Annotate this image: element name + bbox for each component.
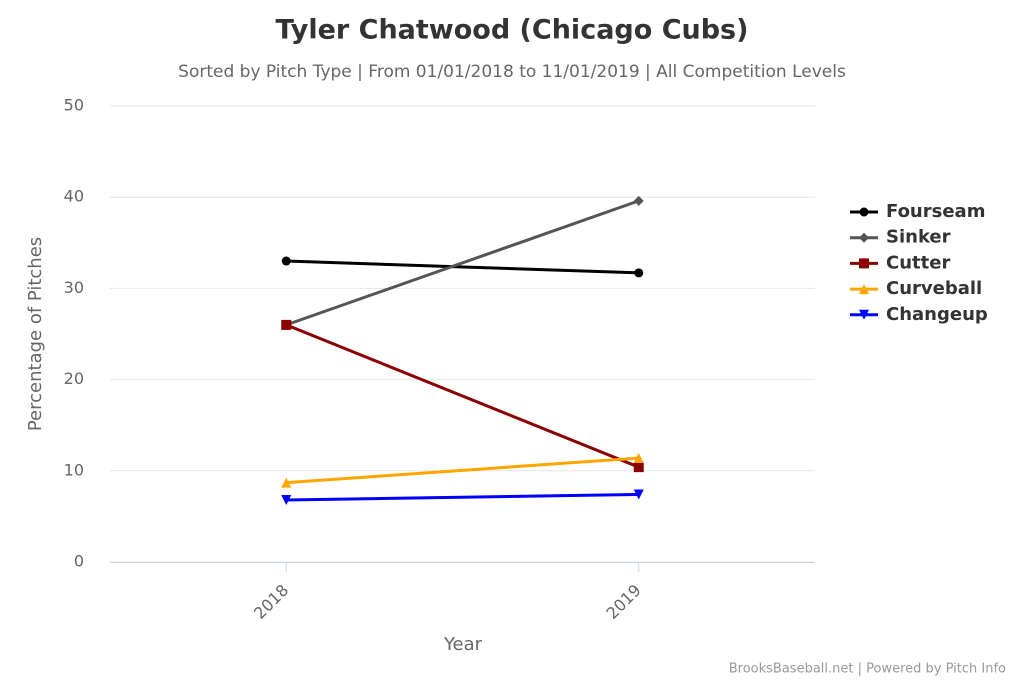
point	[281, 494, 292, 505]
series-line	[285, 199, 640, 327]
series-line	[286, 456, 639, 485]
x-tick-label: 2018	[250, 581, 292, 623]
point	[633, 462, 644, 473]
series-line	[286, 259, 639, 275]
y-tick-label: 40	[64, 187, 84, 206]
credit: BrooksBaseball.net | Powered by Pitch In…	[729, 662, 1006, 677]
y-tick-label: 10	[64, 460, 84, 479]
y-tick-label: 0	[74, 552, 84, 571]
legend-marker	[859, 284, 869, 295]
y-tick-label: 30	[64, 278, 84, 297]
chart-subtitle: Sorted by Pitch Type | From 01/01/2018 t…	[178, 62, 846, 82]
legend-label: Fourseam	[886, 201, 985, 222]
y-axis-title: Percentage of Pitches	[25, 237, 46, 431]
point	[281, 256, 291, 266]
legend-label: Cutter	[886, 252, 950, 273]
x-tick-label: 2019	[603, 581, 645, 623]
y-tick-label: 50	[64, 96, 84, 115]
point	[281, 319, 292, 330]
legend-label: Sinker	[886, 227, 951, 248]
legend-label: Changeup	[886, 304, 988, 325]
legend-marker	[859, 309, 869, 320]
legend-label: Curveball	[886, 278, 982, 299]
series-line	[286, 493, 639, 502]
point	[281, 477, 292, 488]
point	[633, 453, 644, 464]
chart-title: Tyler Chatwood (Chicago Cubs)	[276, 15, 749, 46]
x-axis-title: Year	[443, 634, 483, 655]
legend-marker	[859, 207, 869, 217]
point	[633, 195, 644, 206]
series-line	[285, 323, 640, 469]
point	[634, 268, 644, 278]
y-tick-label: 20	[64, 369, 84, 388]
point	[633, 489, 644, 500]
legend-marker	[859, 258, 869, 269]
legend-marker	[859, 232, 869, 243]
